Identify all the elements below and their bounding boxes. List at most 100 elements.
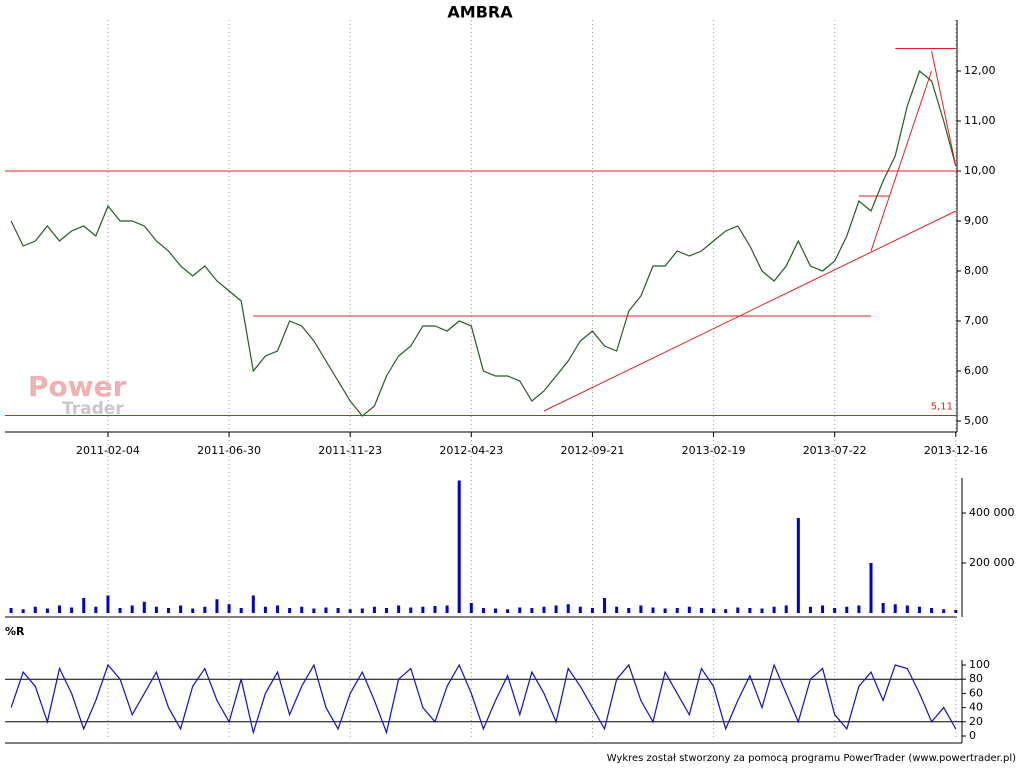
- chart-title: AMBRA: [447, 3, 513, 22]
- volume-bar: [930, 608, 934, 613]
- volume-bar: [712, 608, 716, 613]
- volume-bar: [566, 604, 570, 613]
- x-tick-label: 2011-02-04: [76, 444, 140, 457]
- y-tick-label: 8,00: [964, 264, 989, 277]
- volume-bar: [687, 606, 691, 613]
- volume-bar: [179, 605, 183, 613]
- volume-bar: [808, 606, 812, 613]
- volume-bar: [263, 606, 267, 613]
- volume-bar: [615, 606, 619, 613]
- volume-bar: [590, 608, 594, 613]
- volume-bar: [821, 605, 825, 613]
- volume-bar: [433, 606, 437, 613]
- volume-bar: [603, 598, 607, 613]
- volume-bar: [106, 595, 110, 613]
- volume-bar: [506, 609, 510, 613]
- volume-bar: [917, 606, 921, 613]
- volume-bar: [397, 605, 401, 613]
- watermark: Trader: [62, 399, 124, 419]
- volume-bar: [215, 599, 219, 613]
- x-tick-label: 2012-09-21: [560, 444, 624, 457]
- volume-bar: [372, 606, 376, 613]
- y-tick-label: 10,00: [964, 164, 996, 177]
- volume-bar: [469, 603, 473, 613]
- volume-bar: [9, 608, 13, 613]
- volume-bar: [300, 606, 304, 613]
- trend-line: [543, 210, 957, 412]
- volume-bar: [324, 607, 328, 613]
- line-label: 5,11: [931, 402, 953, 413]
- volume-bar: [857, 605, 861, 613]
- volume-bar: [276, 605, 280, 613]
- price-line: [10, 663, 957, 735]
- x-tick-label: 2013-07-22: [803, 444, 867, 457]
- volume-bar: [833, 608, 837, 613]
- y-tick-label: 400 000: [969, 506, 1015, 519]
- volume-bar: [445, 605, 449, 613]
- volume-bar: [627, 608, 631, 613]
- volume-bar: [724, 609, 728, 613]
- volume-bar: [191, 608, 195, 613]
- volume-bar: [760, 608, 764, 613]
- volume-bar: [94, 606, 98, 613]
- x-tick-label: 2013-12-16: [924, 444, 988, 457]
- volume-bar: [796, 518, 800, 613]
- y-tick-label: 20: [969, 715, 983, 728]
- volume-bar: [481, 608, 485, 613]
- volume-bar: [203, 606, 207, 613]
- trend-line: [931, 50, 957, 167]
- x-tick-label: 2013-02-19: [682, 444, 746, 457]
- volume-bar: [554, 605, 558, 613]
- volume-bar: [905, 605, 909, 613]
- volume-bar: [239, 608, 243, 613]
- volume-bar: [578, 606, 582, 613]
- volume-bar: [748, 608, 752, 613]
- y-tick-label: 200 000: [969, 556, 1015, 569]
- volume-bar: [675, 608, 679, 613]
- volume-bar: [130, 605, 134, 613]
- volume-bar: [494, 608, 498, 613]
- volume-bar: [154, 606, 158, 613]
- volume-bar: [954, 610, 958, 613]
- volume-bar: [893, 604, 897, 613]
- volume-bar: [348, 609, 352, 613]
- volume-bar: [82, 598, 86, 613]
- volume-bar: [457, 480, 461, 613]
- volume-bar: [336, 608, 340, 613]
- volume-bar: [639, 605, 643, 613]
- volume-bar: [167, 608, 171, 613]
- volume-bar: [360, 608, 364, 613]
- price-line: [10, 69, 957, 417]
- y-tick-label: 40: [969, 701, 983, 714]
- x-tick-label: 2011-11-23: [318, 444, 382, 457]
- watermark: Power: [28, 370, 127, 403]
- y-tick-label: 0: [969, 729, 976, 742]
- footer: Wykres został stworzony za pomocą progra…: [607, 753, 1016, 764]
- volume-bar: [21, 609, 25, 613]
- volume-bar: [699, 608, 703, 613]
- volume-bar: [45, 608, 49, 613]
- volume-bar: [227, 604, 231, 613]
- x-tick-label: 2011-06-30: [197, 444, 261, 457]
- y-axis-label: %R: [5, 625, 25, 638]
- x-tick-label: 2012-04-23: [439, 444, 503, 457]
- y-tick-label: 12,00: [964, 64, 996, 77]
- volume-bar: [288, 608, 292, 613]
- y-tick-label: 9,00: [964, 214, 989, 227]
- volume-bar: [845, 606, 849, 613]
- volume-bar: [881, 603, 885, 613]
- volume-bar: [312, 608, 316, 613]
- volume-bar: [58, 605, 62, 613]
- volume-bar: [421, 606, 425, 613]
- volume-bar: [663, 608, 667, 613]
- volume-bar: [530, 608, 534, 613]
- y-tick-label: 80: [969, 672, 983, 685]
- volume-bar: [33, 606, 37, 613]
- volume-bar: [942, 609, 946, 613]
- volume-bar: [385, 608, 389, 613]
- volume-bar: [772, 606, 776, 613]
- volume-bar: [409, 607, 413, 613]
- volume-bar: [518, 607, 522, 613]
